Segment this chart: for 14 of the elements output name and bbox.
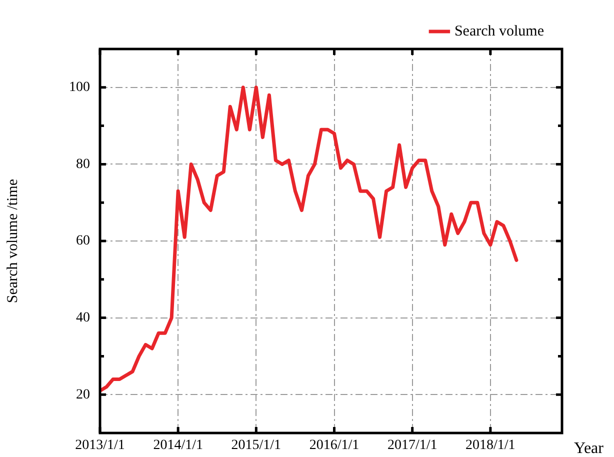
y-tick-label: 20	[76, 387, 90, 402]
y-axis-title: Search volume /time	[4, 178, 21, 304]
x-tick-label: 2016/1/1	[309, 438, 360, 454]
x-tick-label: 2014/1/1	[153, 438, 203, 454]
x-axis-title: Year	[574, 440, 604, 457]
y-tick-label: 100	[69, 80, 90, 96]
x-tick-label: 2015/1/1	[231, 438, 282, 454]
x-tick-label: 2013/1/1	[75, 438, 125, 454]
y-tick-label: 40	[76, 310, 90, 326]
legend-label: Search volume	[454, 23, 544, 40]
y-tick-label: 80	[76, 156, 90, 172]
y-tick-label: 60	[76, 234, 90, 249]
x-tick-label: 2017/1/1	[387, 438, 438, 454]
x-tick-label: 2018/1/1	[466, 438, 516, 454]
